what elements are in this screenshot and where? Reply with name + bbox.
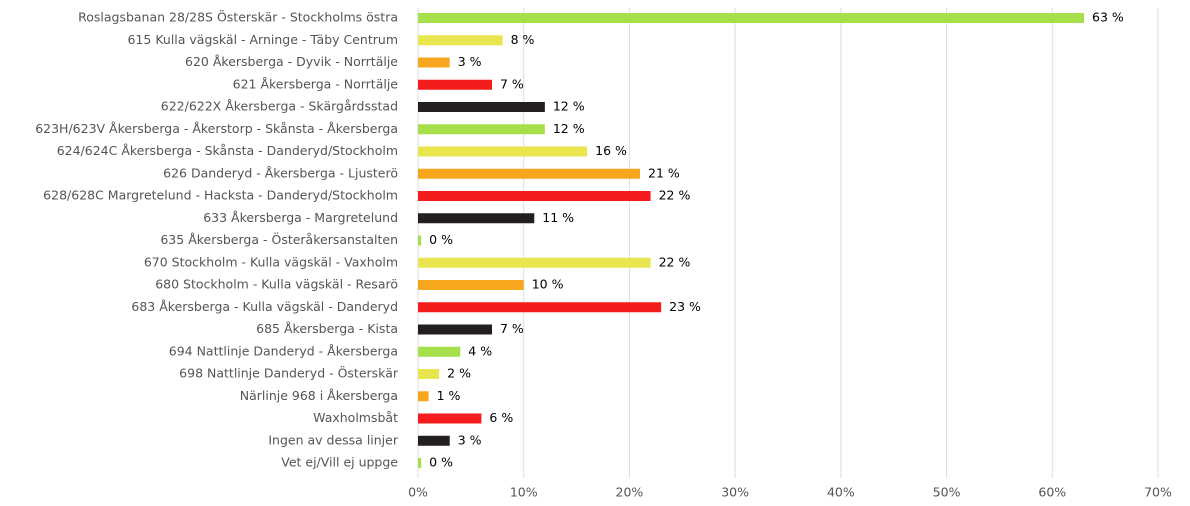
bar [418, 302, 662, 313]
value-label: 7 % [500, 76, 524, 91]
value-label: 2 % [447, 366, 471, 381]
bar [418, 168, 640, 179]
category-label: 635 Åkersberga - Österåkersanstalten [160, 231, 398, 247]
bar [418, 191, 651, 201]
value-label: 0 % [429, 232, 453, 247]
value-label: 4 % [468, 343, 492, 358]
value-label: 1 % [437, 388, 461, 403]
bar [418, 346, 461, 357]
x-tick-label: 30% [721, 485, 749, 500]
category-label: 623H/623V Åkersberga - Åkerstorp - Skåns… [35, 121, 398, 136]
category-label: 626 Danderyd - Åkersberga - Ljusterö [163, 165, 398, 180]
x-tick-label: 60% [1038, 485, 1066, 500]
bar [418, 35, 503, 46]
bar [418, 124, 545, 135]
value-label: 10 % [532, 277, 564, 292]
bar [418, 235, 422, 246]
category-label: 620 Åkersberga - Dyvik - Norrtälje [185, 54, 398, 69]
bar [418, 257, 651, 268]
category-label: Ingen av dessa linjer [268, 432, 398, 447]
category-label: 694 Nattlinje Danderyd - Åkersberga [169, 343, 398, 358]
value-label: 21 % [648, 165, 680, 180]
category-label: 621 Åkersberga - Norrtälje [233, 76, 399, 91]
value-label: 63 % [1092, 10, 1124, 25]
category-label: Waxholmsbåt [313, 410, 398, 425]
category-label: 685 Åkersberga - Kista [256, 321, 398, 336]
bar [418, 458, 422, 468]
bar [418, 213, 535, 224]
value-label: 11 % [542, 210, 574, 225]
category-label: Roslagsbanan 28/28S Österskär - Stockhol… [78, 9, 398, 25]
value-label: 0 % [429, 455, 453, 470]
bar [418, 435, 450, 446]
bar [418, 324, 492, 335]
bar [418, 57, 450, 68]
category-label: 698 Nattlinje Danderyd - Österskär [179, 365, 399, 381]
category-label: 615 Kulla vägskäl - Arninge - Täby Centr… [127, 32, 398, 47]
x-tick-label: 0% [408, 485, 428, 500]
bar [418, 391, 429, 402]
x-tick-label: 10% [510, 485, 538, 500]
bar [418, 79, 492, 90]
value-label: 22 % [659, 188, 691, 203]
category-label: 633 Åkersberga - Margretelund [203, 210, 398, 225]
x-tick-label: 70% [1144, 485, 1172, 500]
x-tick-label: 20% [616, 485, 644, 500]
value-label: 3 % [458, 54, 482, 69]
value-label: 6 % [489, 410, 513, 425]
category-label: 683 Åkersberga - Kulla vägskäl - Dandery… [131, 299, 398, 314]
value-label: 7 % [500, 321, 524, 336]
value-label: 8 % [511, 32, 535, 47]
category-label: 670 Stockholm - Kulla vägskäl - Vaxholm [144, 254, 398, 269]
x-tick-label: 40% [827, 485, 855, 500]
bar [418, 13, 1084, 23]
bar [418, 280, 524, 290]
x-tick-label: 50% [933, 485, 961, 500]
value-label: 12 % [553, 99, 585, 114]
bar [418, 369, 440, 379]
category-label: Vet ej/Vill ej uppge [281, 455, 398, 470]
value-label: 16 % [595, 143, 627, 158]
category-label: 624/624C Åkersberga - Skånsta - Danderyd… [57, 143, 398, 158]
category-label: 680 Stockholm - Kulla vägskäl - Resarö [155, 277, 398, 292]
value-label: 12 % [553, 121, 585, 136]
bar [418, 413, 482, 424]
category-label: Närlinje 968 i Åkersberga [240, 388, 398, 403]
bar [418, 102, 545, 112]
value-label: 23 % [669, 299, 701, 314]
value-label: 22 % [659, 254, 691, 269]
category-label: 622/622X Åkersberga - Skärgårdsstad [161, 99, 398, 114]
bar [418, 146, 588, 157]
category-label: 628/628C Margretelund - Hacksta - Dander… [43, 188, 398, 203]
value-label: 3 % [458, 432, 482, 447]
